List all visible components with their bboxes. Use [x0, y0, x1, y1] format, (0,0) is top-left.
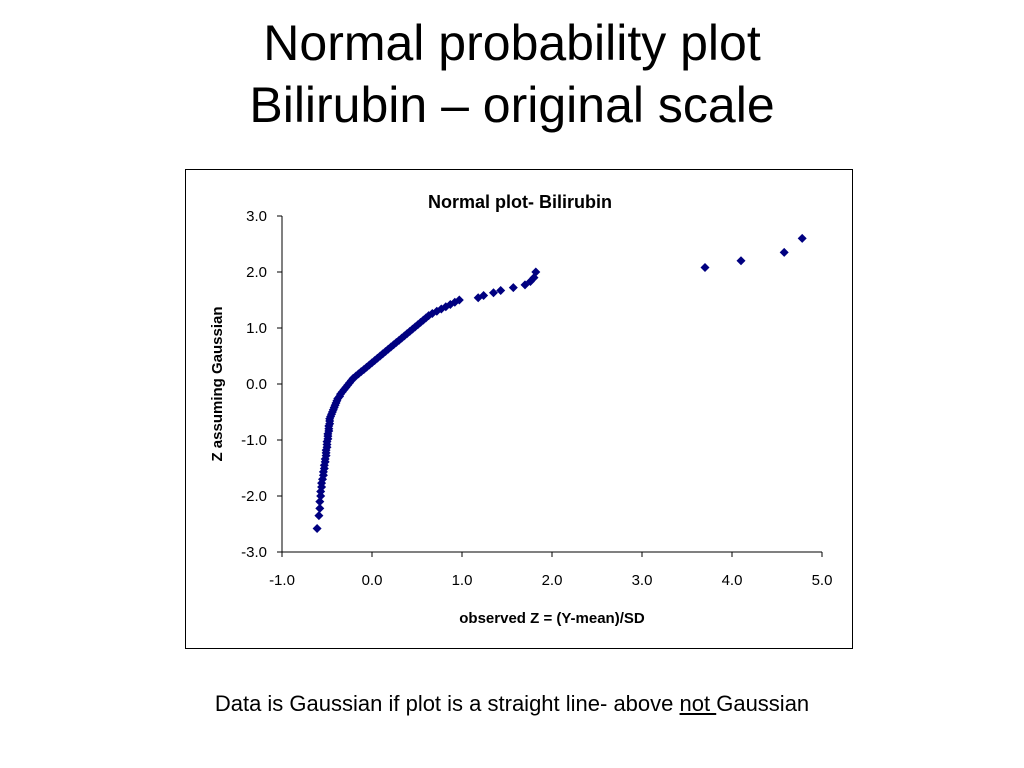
- data-point: [797, 233, 807, 243]
- data-point: [314, 511, 324, 521]
- data-point: [315, 503, 325, 513]
- data-points: [312, 233, 807, 533]
- data-point: [531, 267, 541, 277]
- chart-frame: [185, 169, 853, 649]
- slide-title-line-1: Normal probability plot: [263, 15, 761, 71]
- data-point: [489, 288, 498, 298]
- caption-text: Data is Gaussian if plot is a straight l…: [214, 691, 674, 716]
- data-point: [454, 295, 464, 305]
- chart-title: Normal plot- Bilirubin: [428, 192, 612, 212]
- data-point: [779, 247, 789, 257]
- data-point: [315, 497, 325, 507]
- slide-title: Normal probability plot Bilirubin – orig…: [0, 12, 1024, 136]
- x-tick-label: 5.0: [812, 572, 833, 589]
- y-tick-label: 1.0: [246, 320, 267, 337]
- x-tick-label: 1.0: [452, 572, 473, 589]
- caption-text-end: Gaussian: [716, 691, 810, 716]
- y-tick-label: 3.0: [246, 208, 267, 225]
- x-tick-label: 0.0: [362, 572, 383, 589]
- axes-layer: -1.0 0.0 1.0 2.0 3.0 4.0 5.0 3.0 2.0 1.0 0.0 -1.0 -2…: [241, 208, 832, 589]
- y-tick-label: 2.0: [246, 264, 267, 281]
- data-point: [700, 263, 710, 273]
- slide-caption: Data is Gaussian if plot is a straight l…: [0, 690, 1024, 718]
- data-point: [508, 283, 518, 293]
- x-tick-label: 4.0: [722, 572, 743, 589]
- y-tick-label: 0.0: [246, 376, 267, 393]
- x-tick-label: 3.0: [632, 572, 653, 589]
- x-tick-label: -1.0: [269, 572, 295, 589]
- x-tick-label: 2.0: [542, 572, 563, 589]
- data-point: [496, 285, 506, 295]
- data-point: [312, 523, 322, 533]
- y-tick-label: -2.0: [241, 488, 267, 505]
- y-tick-label: -3.0: [241, 544, 267, 561]
- caption-emphasis: not: [679, 691, 717, 716]
- x-axis-title: observed Z = (Y-mean)/SD: [459, 610, 645, 627]
- data-point: [479, 291, 489, 301]
- y-tick-label: -1.0: [241, 432, 267, 449]
- data-point: [736, 256, 746, 266]
- slide-title-line-2: Bilirubin – original scale: [249, 77, 775, 133]
- y-axis-title: Z assuming Gaussian: [209, 306, 226, 461]
